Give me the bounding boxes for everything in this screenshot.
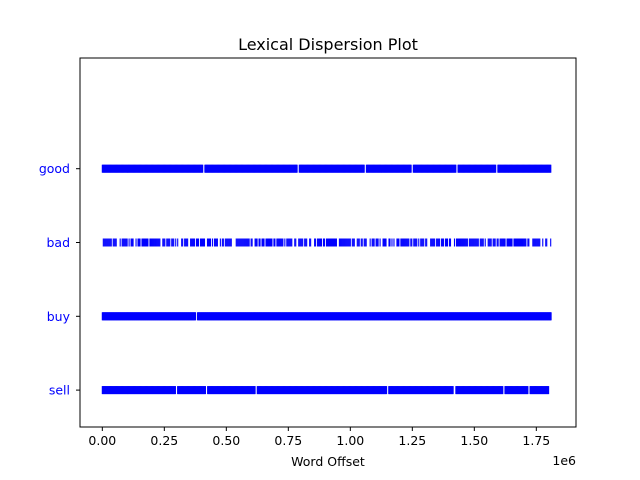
- x-tick-label: 0.00: [88, 433, 116, 448]
- series-sell: [101, 386, 550, 395]
- x-tick-label: 0.75: [274, 433, 302, 448]
- x-tick-label: 1.00: [336, 433, 364, 448]
- y-tick-label-buy: buy: [47, 309, 71, 324]
- x-tick-label: 1.50: [460, 433, 488, 448]
- chart-title: Lexical Dispersion Plot: [238, 35, 418, 54]
- x-tick-label: 1.75: [522, 433, 550, 448]
- plot-area: [79, 57, 577, 428]
- y-axis: good bad buy sell: [39, 161, 80, 398]
- x-axis-label: Word Offset: [291, 454, 365, 469]
- x-axis-offset-text: 1e6: [552, 453, 576, 468]
- x-tick-label: 0.25: [150, 433, 178, 448]
- marks-layer: [101, 164, 552, 395]
- series-buy: [101, 312, 552, 321]
- y-tick-label-good: good: [39, 161, 70, 176]
- y-tick-label-sell: sell: [49, 383, 70, 398]
- y-tick-label-bad: bad: [46, 235, 70, 250]
- x-axis: 0.00 0.25 0.50 0.75 1.00 1.25 1.50 1.75: [88, 427, 550, 448]
- x-tick-label: 0.50: [212, 433, 240, 448]
- x-tick-label: 1.25: [398, 433, 426, 448]
- series-good: [101, 164, 552, 173]
- series-bad: [102, 238, 552, 247]
